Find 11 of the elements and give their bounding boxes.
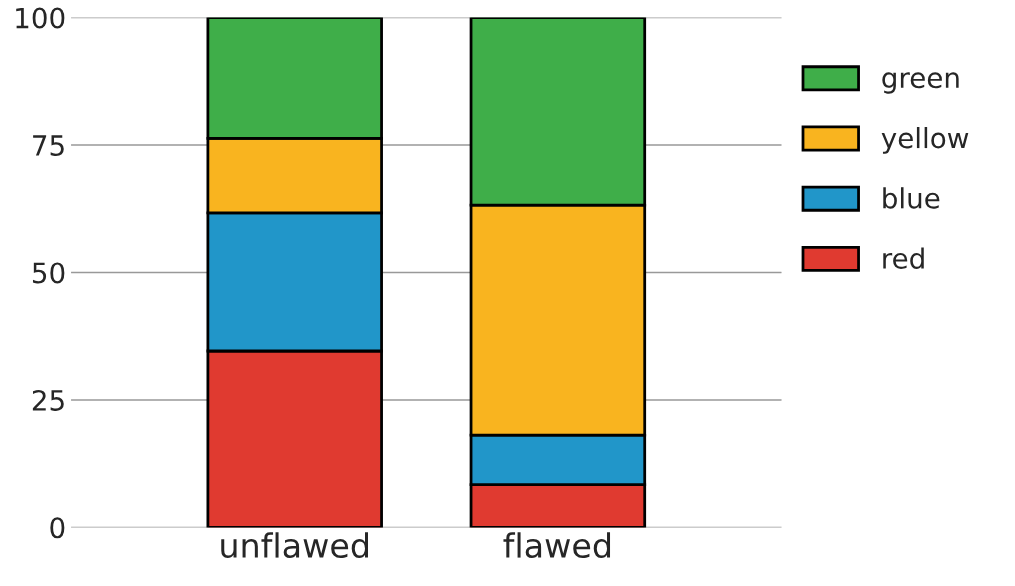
x-tick-label: unflawed xyxy=(221,532,368,559)
y-tick-label: 25 xyxy=(32,389,64,411)
legend-label: yellow xyxy=(881,126,969,154)
legend-label: blue xyxy=(883,187,940,209)
y-tick-label: 0 xyxy=(50,517,65,539)
legend-label: green xyxy=(882,72,959,94)
y-tick-label: 75 xyxy=(33,135,64,156)
y-tick-label: 100 xyxy=(16,7,65,29)
legend-label: red xyxy=(883,247,924,269)
x-tick-label: flawed xyxy=(503,532,611,559)
y-tick-label: 50 xyxy=(32,262,65,284)
